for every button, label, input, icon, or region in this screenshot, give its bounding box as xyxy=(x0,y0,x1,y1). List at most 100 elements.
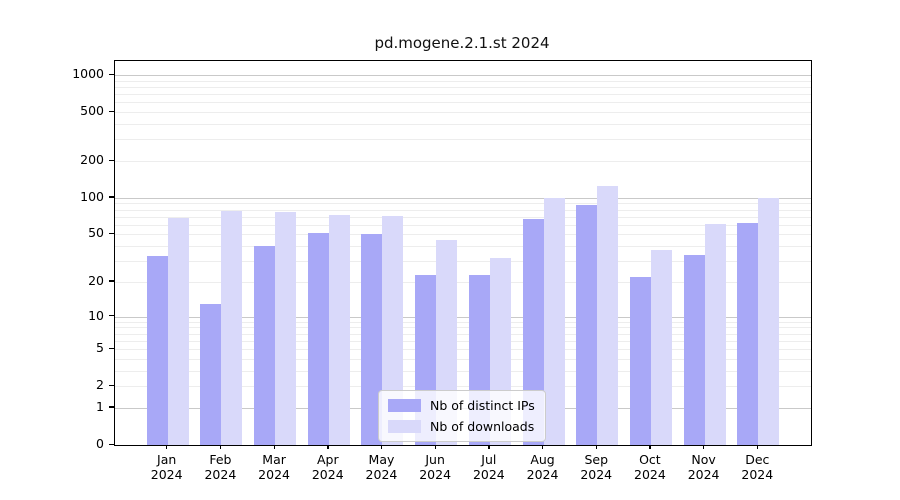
x-tick-month: Nov xyxy=(691,452,716,467)
x-tick-month: Sep xyxy=(584,452,608,467)
legend: Nb of distinct IPs Nb of downloads xyxy=(378,390,546,442)
bar-distinct-ips xyxy=(629,277,651,445)
gridline-minor xyxy=(115,112,811,114)
x-tick-month: Jun xyxy=(425,452,445,467)
bar-downloads xyxy=(704,223,726,445)
gridline-minor xyxy=(115,86,811,88)
gridline-minor xyxy=(115,224,811,226)
x-tick xyxy=(756,445,759,450)
bar-distinct-ips xyxy=(254,246,276,445)
x-tick-label: May 2024 xyxy=(349,452,413,482)
x-tick-year: 2024 xyxy=(741,467,774,482)
x-tick xyxy=(595,445,598,450)
gridline-minor xyxy=(115,321,811,323)
x-tick-label: Apr 2024 xyxy=(296,452,360,482)
bar-downloads xyxy=(543,197,565,445)
y-tick-label: 1000 xyxy=(72,66,104,82)
y-tick xyxy=(109,280,114,282)
y-tick xyxy=(109,73,114,75)
x-tick xyxy=(219,445,222,450)
gridline-minor xyxy=(115,246,811,248)
bar-distinct-ips xyxy=(683,254,705,445)
bar-downloads xyxy=(650,250,672,445)
legend-label-distinct-ips: Nb of distinct IPs xyxy=(430,398,535,413)
bar-downloads xyxy=(221,211,243,445)
y-tick xyxy=(109,347,114,349)
gridline-minor xyxy=(115,124,811,126)
y-tick xyxy=(109,110,114,112)
gridline-minor xyxy=(115,358,811,360)
bar-downloads xyxy=(758,197,780,445)
gridline-minor xyxy=(115,102,811,104)
y-tick-label: 200 xyxy=(80,152,104,167)
y-tick xyxy=(109,406,114,408)
x-tick-label: Jan 2024 xyxy=(135,452,199,482)
legend-swatch-distinct-ips xyxy=(388,399,421,412)
x-tick xyxy=(380,445,383,450)
x-tick-year: 2024 xyxy=(687,467,720,482)
y-tick-label: 500 xyxy=(80,103,104,119)
gridline-major xyxy=(115,75,811,77)
x-tick-year: 2024 xyxy=(580,467,613,482)
gridline-minor xyxy=(115,281,811,283)
gridline-minor xyxy=(115,139,811,141)
y-tick-label: 2 xyxy=(96,377,104,393)
y-tick-label: 100 xyxy=(80,188,104,204)
bar-downloads xyxy=(328,214,350,445)
bar-distinct-ips xyxy=(737,223,759,445)
x-tick-label: Jun 2024 xyxy=(403,452,467,482)
x-tick-year: 2024 xyxy=(365,467,398,482)
x-tick-month: Jul xyxy=(481,452,497,467)
gridline-minor xyxy=(115,261,811,263)
x-tick-label: Feb 2024 xyxy=(188,452,252,482)
x-tick-year: 2024 xyxy=(634,467,666,482)
gridline-minor xyxy=(115,349,811,351)
bar-distinct-ips xyxy=(361,234,383,445)
y-tick-label: 10 xyxy=(88,307,104,323)
legend-label-downloads: Nb of downloads xyxy=(430,419,535,434)
bar-distinct-ips xyxy=(522,219,544,445)
x-tick-month: Feb xyxy=(209,452,232,467)
x-tick-month: Dec xyxy=(745,452,770,467)
x-tick-month: Aug xyxy=(530,452,555,467)
x-tick xyxy=(273,445,275,450)
x-tick xyxy=(703,445,705,450)
y-tick xyxy=(109,232,114,235)
x-tick-year: 2024 xyxy=(526,467,559,482)
gridline-minor xyxy=(115,370,811,372)
gridline-minor xyxy=(115,340,811,342)
x-tick-label: Dec 2024 xyxy=(725,452,789,482)
y-tick-label: 0 xyxy=(96,436,104,451)
x-tick xyxy=(434,445,436,450)
x-tick-label: Nov 2024 xyxy=(672,452,736,482)
bar-downloads xyxy=(275,211,297,445)
gridline-minor xyxy=(115,333,811,335)
x-tick-label: Jul 2024 xyxy=(457,452,521,482)
legend-swatch-downloads xyxy=(388,420,421,433)
x-tick-year: 2024 xyxy=(150,467,183,482)
gridline-minor xyxy=(115,80,811,82)
gridline-minor xyxy=(115,216,811,218)
chart-title: pd.mogene.2.1.st 2024 xyxy=(374,34,550,52)
x-tick-month: May xyxy=(368,452,395,467)
bar-downloads xyxy=(167,218,189,445)
x-tick-label: Oct 2024 xyxy=(618,452,682,482)
legend-row-distinct-ips: Nb of distinct IPs xyxy=(388,398,535,413)
bar-distinct-ips xyxy=(146,256,168,445)
x-tick-month: Mar xyxy=(262,452,286,467)
x-tick-label: Sep 2024 xyxy=(564,452,628,482)
gridline-minor xyxy=(115,203,811,205)
x-tick-month: Apr xyxy=(316,452,339,467)
gridline-major xyxy=(115,316,811,318)
plot-area xyxy=(114,60,812,446)
x-tick xyxy=(488,445,490,450)
x-tick-month: Oct xyxy=(639,452,661,467)
y-tick-label: 5 xyxy=(96,340,104,356)
y-tick xyxy=(109,443,114,445)
gridline-minor xyxy=(115,386,811,388)
x-tick-year: 2024 xyxy=(472,467,505,482)
x-tick-label: Mar 2024 xyxy=(242,452,306,482)
bar-downloads xyxy=(597,186,619,445)
y-tick-label: 20 xyxy=(88,272,104,288)
